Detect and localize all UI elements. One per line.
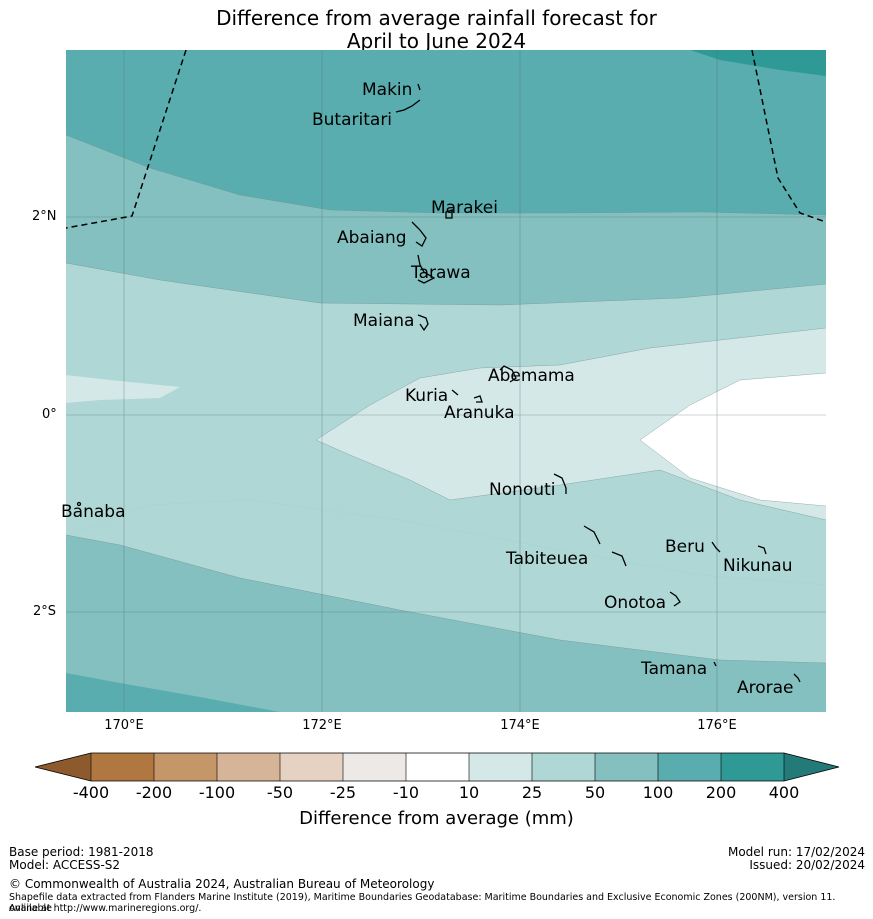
colorbar-tick-label: -400 <box>72 783 110 802</box>
island-onotoa <box>669 591 681 607</box>
band-100-200-north <box>66 50 826 215</box>
colorbar-extend-low <box>35 753 91 781</box>
island-kuria <box>451 389 483 403</box>
rainfall-contours <box>66 50 826 712</box>
place-label-banaba: Banaba <box>61 502 126 522</box>
place-label-maiana: Maiana <box>353 311 415 331</box>
map-title-line1: Difference from average rainfall forecas… <box>216 6 657 30</box>
base-period-text: Base period: 1981-2018 <box>9 845 154 859</box>
colorbar-segment <box>406 753 469 781</box>
lon-label-176e: 176°E <box>697 718 737 733</box>
shapefile-credit-line2: online at http://www.marineregions.org/. <box>9 903 202 914</box>
island-maiana <box>417 314 429 332</box>
colorbar <box>34 752 840 782</box>
place-label-tarawa: Tarawa <box>411 263 471 283</box>
place-label-onotoa: Onotoa <box>604 593 667 613</box>
place-label-abemama: Abemama <box>488 366 575 386</box>
island-tabiteuea <box>583 525 627 567</box>
colorbar-tick-label: 10 <box>458 783 480 802</box>
colorbar-tick-label: -100 <box>198 783 236 802</box>
colorbar-tick-label: 25 <box>521 783 543 802</box>
island-outlines <box>76 83 801 683</box>
lat-label-equator: 0° <box>42 407 57 422</box>
place-label-makin: Makin <box>362 80 413 100</box>
island-banaba <box>76 501 82 507</box>
colorbar-segment <box>91 753 154 781</box>
island-beru <box>711 541 721 553</box>
lat-label-2n: 2°N <box>32 209 57 224</box>
lon-label-170e: 170°E <box>104 718 144 733</box>
island-nikunau <box>757 545 767 555</box>
band-10-25-west <box>66 375 180 403</box>
lat-label-2s: 2°S <box>33 604 57 619</box>
colorbar-segment <box>280 753 343 781</box>
colorbar-tick-label: 50 <box>584 783 606 802</box>
colorbar-tick-label: -50 <box>266 783 294 802</box>
colorbar-tick-label: 100 <box>642 783 674 802</box>
colorbar-segment <box>658 753 721 781</box>
colorbar-tick-label: 200 <box>705 783 737 802</box>
eez-boundary-east <box>751 50 826 223</box>
place-label-beru: Beru <box>665 537 705 557</box>
colorbar-extend-high <box>784 753 839 781</box>
island-tarawa <box>417 254 436 284</box>
place-label-marakei: Marakei <box>431 198 498 218</box>
colorbar-segment <box>343 753 406 781</box>
colorbar-title: Difference from average (mm) <box>299 808 574 829</box>
place-label-tamana: Tamana <box>641 659 708 679</box>
place-label-aranuka: Aranuka <box>444 403 515 423</box>
colorbar-segment <box>721 753 784 781</box>
island-abemama <box>499 365 517 383</box>
island-butaritari <box>395 83 421 113</box>
colorbar-segment <box>154 753 217 781</box>
issued-text: Issued: 20/02/2024 <box>749 858 865 872</box>
place-label-tabiteuea: Tabiteuea <box>506 549 589 569</box>
colorbar-segment <box>469 753 532 781</box>
place-label-butaritari: Butaritari <box>312 110 393 130</box>
band-neutral <box>640 373 826 506</box>
colorbar-tick-label: -10 <box>392 783 420 802</box>
eez-boundary-west <box>66 50 187 229</box>
lon-label-172e: 172°E <box>302 718 342 733</box>
island-tamana <box>713 661 717 667</box>
band-200-400-northeast <box>690 50 826 76</box>
colorbar-segment <box>217 753 280 781</box>
place-label-arorae: Arorae <box>737 678 794 698</box>
map-title-line2: April to June 2024 <box>346 29 527 53</box>
colorbar-segment <box>595 753 658 781</box>
place-label-kuria: Kuria <box>405 386 449 406</box>
model-text: Model: ACCESS-S2 <box>9 858 121 872</box>
place-label-nikunau: Nikunau <box>723 556 793 576</box>
colorbar-tick-label: -200 <box>135 783 173 802</box>
island-arorae <box>793 673 801 683</box>
island-nonouti <box>553 473 567 494</box>
colorbar-tick-label: 400 <box>768 783 800 802</box>
place-label-abaiang: Abaiang <box>337 228 407 248</box>
model-run-text: Model run: 17/02/2024 <box>727 845 865 859</box>
colorbar-segment <box>532 753 595 781</box>
lon-label-174e: 174°E <box>500 718 540 733</box>
band-100-200-south <box>66 673 280 712</box>
copyright-text: © Commonwealth of Australia 2024, Austra… <box>9 877 435 891</box>
place-label-nonouti: Nonouti <box>489 480 556 500</box>
island-marakei <box>445 209 453 219</box>
colorbar-tick-label: -25 <box>329 783 357 802</box>
shapefile-credit-line1: Shapefile data extracted from Flanders M… <box>9 892 836 914</box>
island-abaiang <box>411 221 427 247</box>
